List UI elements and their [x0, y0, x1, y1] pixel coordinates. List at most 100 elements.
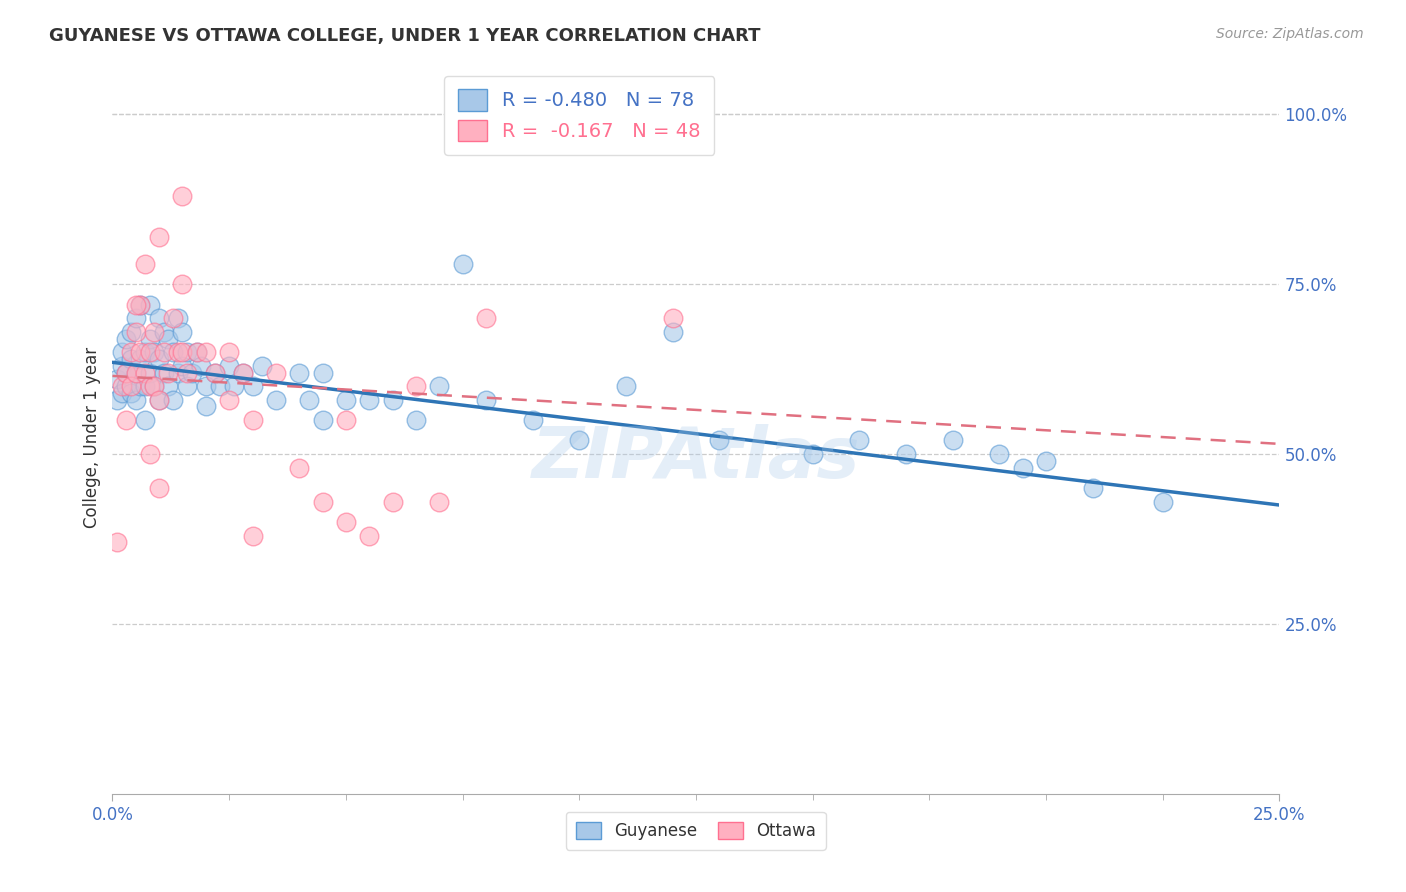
Point — [405, 413, 427, 427]
Point — [115, 366, 138, 380]
Point — [120, 325, 142, 339]
Point — [157, 366, 180, 380]
Point — [381, 392, 404, 407]
Point — [848, 434, 870, 448]
Point — [157, 332, 180, 346]
Point — [148, 481, 170, 495]
Point — [162, 392, 184, 407]
Point — [942, 434, 965, 448]
Point — [172, 277, 194, 292]
Point — [129, 297, 152, 311]
Point — [115, 332, 138, 346]
Point — [111, 345, 134, 359]
Point — [129, 379, 152, 393]
Point — [125, 366, 148, 380]
Point — [176, 345, 198, 359]
Point — [222, 379, 245, 393]
Point — [264, 392, 287, 407]
Point — [153, 325, 176, 339]
Point — [166, 366, 188, 380]
Point — [335, 392, 357, 407]
Point — [134, 257, 156, 271]
Point — [218, 392, 240, 407]
Point — [475, 311, 498, 326]
Legend: Guyanese, Ottawa: Guyanese, Ottawa — [567, 812, 825, 850]
Point — [105, 535, 128, 549]
Point — [134, 366, 156, 380]
Point — [427, 379, 450, 393]
Point — [190, 359, 212, 373]
Point — [129, 351, 152, 366]
Point — [451, 257, 474, 271]
Point — [172, 325, 194, 339]
Point — [359, 392, 381, 407]
Point — [186, 345, 208, 359]
Point — [208, 379, 231, 393]
Point — [129, 345, 152, 359]
Point — [162, 345, 184, 359]
Point — [661, 325, 683, 339]
Point — [139, 379, 162, 393]
Point — [176, 379, 198, 393]
Point — [129, 297, 152, 311]
Point — [172, 359, 194, 373]
Point — [894, 447, 917, 461]
Point — [381, 494, 404, 508]
Point — [297, 392, 319, 407]
Point — [242, 413, 264, 427]
Point — [522, 413, 544, 427]
Point — [172, 189, 194, 203]
Point — [232, 366, 254, 380]
Point — [1081, 481, 1104, 495]
Point — [311, 494, 333, 508]
Point — [218, 359, 240, 373]
Y-axis label: College, Under 1 year: College, Under 1 year — [83, 346, 101, 528]
Point — [194, 400, 217, 414]
Point — [242, 528, 264, 542]
Point — [120, 379, 142, 393]
Point — [1035, 454, 1057, 468]
Point — [143, 325, 166, 339]
Point — [242, 379, 264, 393]
Point — [115, 366, 138, 380]
Point — [139, 447, 162, 461]
Point — [120, 345, 142, 359]
Point — [1152, 494, 1174, 508]
Point — [139, 366, 162, 380]
Point — [614, 379, 637, 393]
Point — [405, 379, 427, 393]
Point — [105, 392, 128, 407]
Point — [125, 392, 148, 407]
Point — [162, 311, 184, 326]
Point — [194, 379, 217, 393]
Point — [125, 325, 148, 339]
Point — [335, 515, 357, 529]
Point — [335, 413, 357, 427]
Point — [186, 345, 208, 359]
Point — [125, 297, 148, 311]
Point — [264, 366, 287, 380]
Point — [139, 332, 162, 346]
Point — [111, 385, 134, 400]
Text: GUYANESE VS OTTAWA COLLEGE, UNDER 1 YEAR CORRELATION CHART: GUYANESE VS OTTAWA COLLEGE, UNDER 1 YEAR… — [49, 27, 761, 45]
Point — [166, 345, 188, 359]
Point — [153, 366, 176, 380]
Point — [988, 447, 1011, 461]
Point — [148, 392, 170, 407]
Point — [148, 392, 170, 407]
Point — [359, 528, 381, 542]
Point — [568, 434, 591, 448]
Point — [1011, 460, 1033, 475]
Point — [288, 366, 311, 380]
Point — [111, 359, 134, 373]
Point — [311, 413, 333, 427]
Point — [311, 366, 333, 380]
Point — [250, 359, 273, 373]
Point — [115, 379, 138, 393]
Point — [143, 379, 166, 393]
Text: ZIPAtlas: ZIPAtlas — [531, 424, 860, 493]
Point — [427, 494, 450, 508]
Point — [148, 229, 170, 244]
Point — [232, 366, 254, 380]
Point — [194, 345, 217, 359]
